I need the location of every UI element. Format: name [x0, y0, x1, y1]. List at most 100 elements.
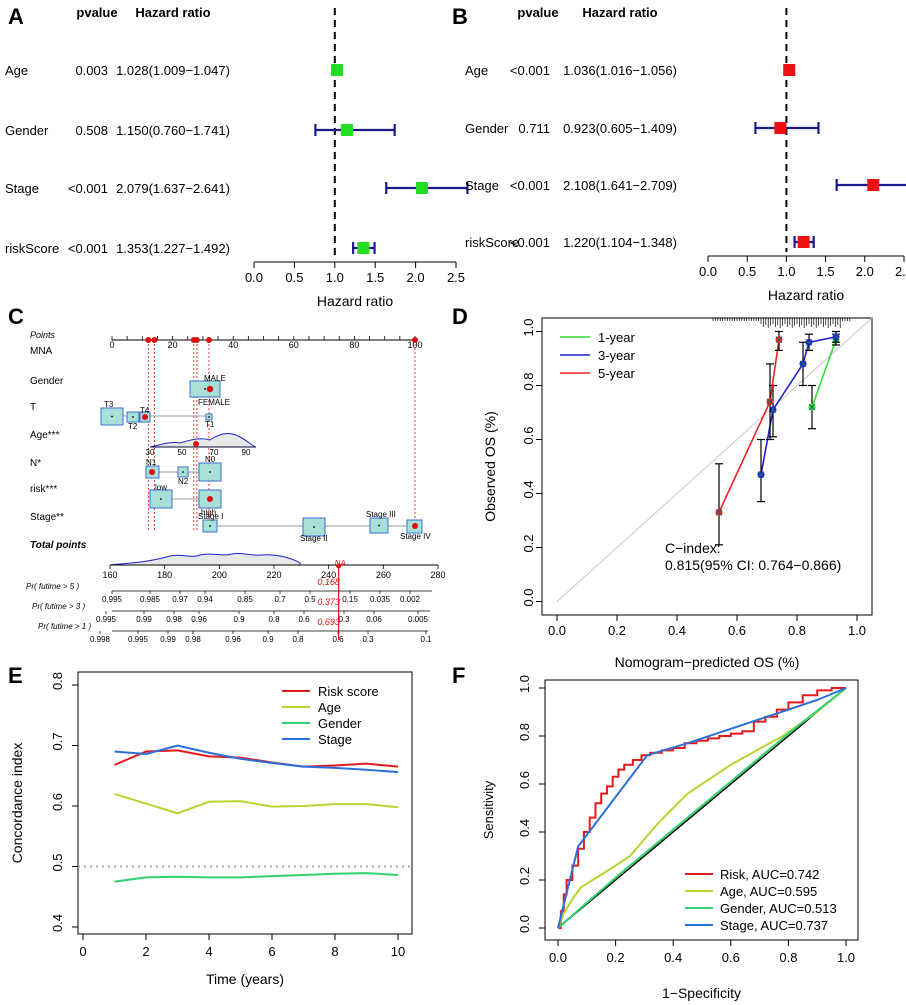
selected-point-dot	[151, 337, 158, 343]
box-center-dot	[313, 526, 315, 528]
row-hr-text: 1.028(1.009−1.047)	[116, 63, 230, 78]
row-hr-text: 0.923(0.605−1.409)	[563, 121, 677, 136]
total-tick-label: 180	[157, 570, 172, 580]
y-axis-label: Observed OS (%)	[482, 411, 498, 521]
row-name: Stage	[465, 178, 499, 193]
point-x-mark	[715, 509, 723, 516]
x-tick-label: 1.0	[777, 264, 795, 279]
row-pvalue: <0.001	[68, 181, 108, 196]
age-density	[149, 432, 257, 448]
point-x-mark	[769, 406, 777, 414]
legend-label: 1-year	[598, 330, 636, 345]
selected-point-dot	[193, 337, 200, 343]
prob-tick-label: 0.8	[292, 635, 304, 644]
total-tick-label: 200	[212, 570, 227, 580]
prob-tick-label: 0.9	[233, 615, 245, 624]
y-tick-label: 1.0	[517, 675, 532, 693]
total-tick-label: 160	[102, 570, 117, 580]
pvalue-header: pvalue	[76, 5, 117, 20]
x-tick-label: 1.0	[326, 270, 344, 285]
legend-label: Gender	[318, 716, 362, 731]
gender-point	[206, 385, 214, 393]
legend-label: Stage	[318, 732, 352, 747]
legend-label: Age	[318, 700, 341, 715]
panel-label-f: F	[452, 663, 465, 688]
points-label: Points	[30, 330, 56, 340]
x-tick-label: 0	[79, 944, 86, 959]
y-tick-label: 0.8	[521, 372, 536, 390]
prob-tick-label: 0.035	[370, 595, 391, 604]
forest-plot-b: pvalue Hazard ratio Age <0.001 1.036(1.016−1…	[465, 5, 906, 303]
hazard-ratio-header: Hazard ratio	[135, 5, 210, 20]
roc-plot-f: 0.0 0.0 0.2 0.2 0.4 0.4 0.6 0.6 0.8 0.8 1.0 1.0 1−Sp…	[481, 675, 859, 1001]
x-axis-label: Nomogram−predicted OS (%)	[615, 654, 800, 670]
prob-row-label: Pr( futime > 5 )	[26, 582, 79, 591]
row-name: riskScore	[465, 235, 519, 250]
t-point	[142, 414, 148, 420]
points-tick-label: 40	[228, 340, 238, 350]
hr-marker	[331, 64, 344, 76]
x-tick-label: 0.0	[699, 264, 717, 279]
y-tick-label: 0.6	[50, 793, 65, 811]
level-label: N0	[205, 455, 216, 464]
prob-tick-label: 0.6	[332, 635, 344, 644]
x-tick-label: 2	[142, 944, 149, 959]
plot-frame	[541, 317, 873, 616]
box-center-dot	[132, 416, 134, 418]
box-center-dot	[182, 471, 184, 473]
row-hr-text: 1.353(1.227−1.492)	[116, 241, 230, 256]
level-label: 90	[242, 448, 251, 457]
variable-name: risk***	[30, 484, 57, 495]
level-label: T2	[128, 422, 138, 431]
total-tick-label: 220	[266, 570, 281, 580]
x-axis-label: 1−Specificity	[662, 985, 741, 1001]
total-density	[109, 552, 301, 566]
level-label: FEMALE	[198, 398, 230, 407]
points-tick-label: 0	[109, 340, 114, 350]
selected-point-dot	[412, 337, 418, 343]
row-pvalue: <0.001	[510, 235, 550, 250]
plot-frame	[544, 679, 859, 941]
prob-tick-label: 0.998	[90, 635, 111, 644]
prob-value: 0.693	[317, 617, 340, 627]
series-line-Stage	[114, 744, 399, 774]
prob-tick-label: 0.3	[338, 615, 350, 624]
row-pvalue: <0.001	[510, 63, 550, 78]
prob-tick-label: 0.96	[191, 615, 207, 624]
row-pvalue: 0.508	[75, 123, 108, 138]
plot-frame	[77, 671, 413, 935]
x-tick-label: 0.2	[608, 623, 626, 638]
point-x-mark	[832, 333, 840, 341]
age-point	[193, 441, 199, 447]
x-tick-label: 2.0	[407, 270, 425, 285]
point-x-mark	[766, 398, 774, 406]
hr-marker	[783, 64, 796, 76]
points-tick-label: 20	[168, 340, 178, 350]
legend-label: Risk score	[318, 684, 379, 699]
legend-label: 5-year	[598, 366, 636, 381]
total-marker-label: NA	[335, 559, 346, 568]
total-tick-label: 280	[430, 570, 445, 580]
total-tick-label: 240	[321, 570, 336, 580]
cindex-text: 0.815(95% CI: 0.764−0.866)	[665, 557, 841, 573]
prob-tick-label: 0.99	[160, 635, 176, 644]
x-tick-label: 0.2	[607, 950, 625, 965]
n-point	[149, 469, 155, 475]
y-tick-label: 0.7	[50, 732, 65, 750]
level-label: N1	[146, 458, 157, 467]
variable-name: N*	[30, 458, 41, 469]
level-label: Stage II	[300, 534, 328, 543]
total-tick-label: 260	[376, 570, 391, 580]
level-label: MALE	[204, 374, 226, 383]
point-x-mark	[805, 338, 813, 346]
y-axis-label: Concordance index	[9, 743, 25, 864]
row-hr-text: 1.150(0.760−1.741)	[116, 123, 230, 138]
roc-curve-Stage	[557, 687, 847, 929]
x-tick-label: 2.5	[895, 264, 906, 279]
x-tick-label: 1.5	[817, 264, 835, 279]
x-tick-label: 0.8	[788, 623, 806, 638]
forest-plot-a: pvalue Hazard ratio Age 0.003 1.028(1.009−1.…	[5, 5, 469, 309]
level-label: Stage III	[366, 510, 396, 519]
prob-tick-label: 0.06	[366, 615, 382, 624]
